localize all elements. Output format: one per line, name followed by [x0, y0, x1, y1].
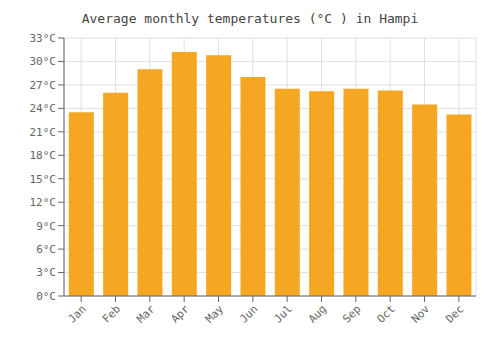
- svg-text:Dec: Dec: [443, 302, 466, 325]
- svg-text:May: May: [203, 302, 227, 326]
- svg-text:Jan: Jan: [66, 302, 89, 325]
- svg-text:18°C: 18°C: [30, 149, 57, 162]
- svg-text:Apr: Apr: [169, 302, 193, 326]
- svg-text:30°C: 30°C: [30, 55, 57, 68]
- svg-text:21°C: 21°C: [30, 126, 57, 139]
- svg-text:Feb: Feb: [100, 302, 123, 325]
- svg-text:Aug: Aug: [306, 302, 329, 325]
- svg-text:33°C: 33°C: [30, 32, 57, 45]
- svg-text:6°C: 6°C: [36, 243, 56, 256]
- svg-text:Nov: Nov: [409, 302, 433, 326]
- svg-text:Jul: Jul: [272, 302, 295, 325]
- svg-text:Jun: Jun: [237, 302, 260, 325]
- svg-text:Mar: Mar: [134, 302, 158, 326]
- svg-text:9°C: 9°C: [36, 220, 56, 233]
- svg-text:Oct: Oct: [375, 302, 398, 325]
- svg-text:27°C: 27°C: [30, 79, 57, 92]
- svg-text:24°C: 24°C: [30, 102, 57, 115]
- svg-text:12°C: 12°C: [30, 196, 57, 209]
- svg-text:15°C: 15°C: [30, 173, 57, 186]
- svg-text:Sep: Sep: [340, 302, 363, 325]
- svg-text:0°C: 0°C: [36, 290, 56, 303]
- html-text:Average monthly temperatures (: Average monthly temperatures (°C ) in Ha…: [81, 11, 419, 26]
- svg-text:3°C: 3°C: [36, 266, 56, 279]
